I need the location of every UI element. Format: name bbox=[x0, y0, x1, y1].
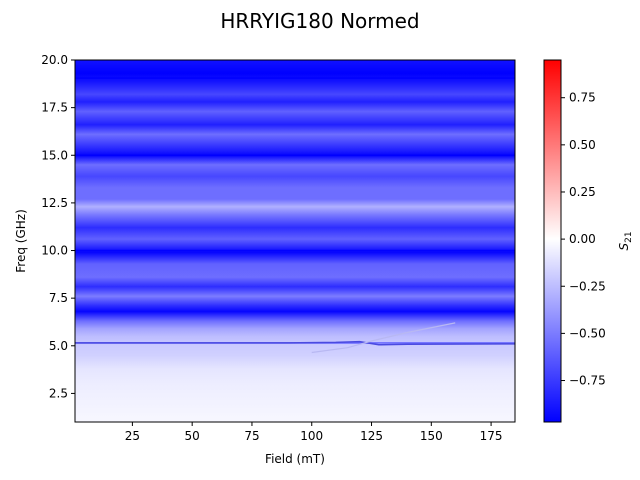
curve-upper_branch bbox=[311, 322, 456, 354]
x-tick-label: 50 bbox=[185, 429, 200, 443]
y-tick-label: 5.0 bbox=[49, 339, 68, 353]
colorbar-tick-label: 0.25 bbox=[569, 185, 596, 199]
y-tick-label: 20.0 bbox=[41, 53, 68, 67]
chart-title: HRRYIG180 Normed bbox=[220, 9, 419, 33]
y-tick-label: 10.0 bbox=[41, 244, 68, 258]
x-tick-label: 125 bbox=[360, 429, 383, 443]
colorbar-tick-label: 0.50 bbox=[569, 138, 596, 152]
y-tick-label: 12.5 bbox=[41, 196, 68, 210]
colorbar-tick-label: 0.00 bbox=[569, 232, 596, 246]
x-axis: 25 50 75 100 125 150 175 bbox=[125, 422, 503, 443]
colorbar-label: S21 bbox=[617, 231, 634, 250]
y-axis-label: Freq (GHz) bbox=[14, 209, 28, 273]
colorbar-tick-label: 0.75 bbox=[569, 91, 596, 105]
x-tick-label: 175 bbox=[480, 429, 503, 443]
colorbar-ticks: −0.75 −0.50 −0.25 0.00 0.25 0.50 0.75 bbox=[561, 91, 606, 388]
colorbar-tick-label: −0.50 bbox=[569, 326, 606, 340]
colorbar-label-main: S bbox=[617, 243, 631, 251]
plot-frame bbox=[74, 59, 516, 423]
heatmap-plot-area bbox=[74, 59, 516, 423]
colorbar-label-subscript: 21 bbox=[624, 231, 634, 242]
colorbar-tick-label: −0.25 bbox=[569, 279, 606, 293]
x-tick-label: 150 bbox=[420, 429, 443, 443]
colorbar: −0.75 −0.50 −0.25 0.00 0.25 0.50 0.75 S21 bbox=[543, 59, 634, 423]
colorbar-tick-label: −0.75 bbox=[569, 374, 606, 388]
y-tick-label: 7.5 bbox=[49, 291, 68, 305]
y-tick-label: 15.0 bbox=[41, 148, 68, 162]
x-axis-label: Field (mT) bbox=[265, 452, 325, 466]
heatmap bbox=[75, 60, 515, 422]
x-tick-label: 25 bbox=[125, 429, 140, 443]
curve-lower_branch bbox=[75, 340, 515, 346]
colorbar-scale bbox=[543, 59, 562, 423]
x-tick-label: 100 bbox=[300, 429, 323, 443]
resonance-lines bbox=[75, 77, 515, 354]
y-axis: 2.5 5.0 7.5 10.0 12.5 15.0 17.5 20.0 bbox=[41, 53, 75, 400]
y-tick-label: 2.5 bbox=[49, 386, 68, 400]
y-tick-label: 17.5 bbox=[41, 101, 68, 115]
x-tick-label: 75 bbox=[244, 429, 259, 443]
